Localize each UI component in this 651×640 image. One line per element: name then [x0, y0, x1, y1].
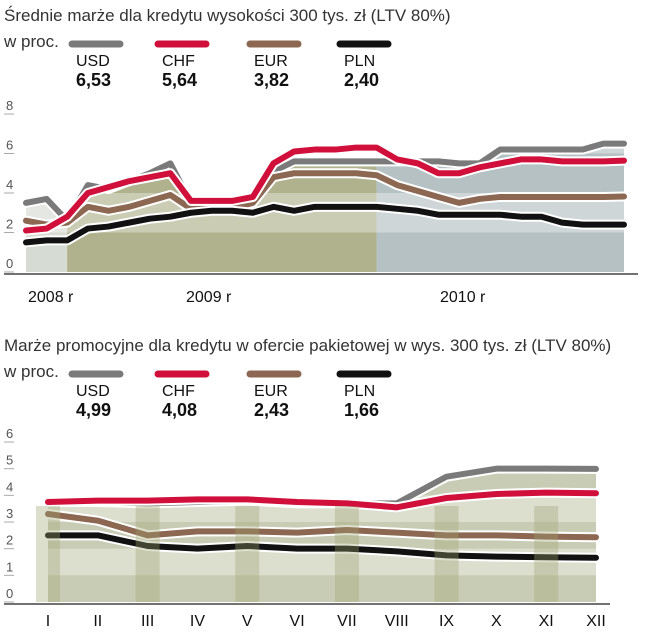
y-tick-label: 6 — [6, 138, 13, 153]
x-tick-label: VIII — [385, 613, 409, 630]
y-tick-label: 4 — [6, 177, 13, 192]
promo-margins-panel: Marże promocyjne dla kredytu w ofercie p… — [0, 330, 651, 640]
y-tick-label: 2 — [6, 217, 13, 232]
category-band — [534, 506, 559, 602]
x-axis-label: 2010 r — [440, 289, 486, 306]
x-tick-label: IV — [190, 613, 205, 630]
chart-subtitle: w proc. — [4, 32, 59, 51]
category-band — [334, 506, 359, 602]
x-tick-label: XII — [586, 613, 606, 630]
y-tick-label: 8 — [6, 98, 13, 113]
y-tick-label: 2 — [6, 533, 13, 548]
legend-label-chf: CHF — [162, 383, 195, 400]
x-tick-label: XI — [539, 613, 554, 630]
category-band — [235, 506, 260, 602]
category-band — [135, 506, 160, 602]
legend-value-chf: 4,08 — [162, 400, 197, 420]
legend-label-pln: PLN — [344, 383, 375, 400]
legend-value-usd: 4,99 — [76, 400, 111, 420]
legend-value-eur: 2,43 — [254, 400, 289, 420]
chart-title: Marże promocyjne dla kredytu w ofercie p… — [4, 336, 612, 355]
y-tick-label: 4 — [6, 479, 13, 494]
x-tick-label: VII — [337, 613, 357, 630]
y-tick-label: 1 — [6, 559, 13, 574]
x-axis-label: 2008 r — [28, 289, 74, 306]
y-tick-label: 3 — [6, 506, 13, 521]
legend-value-chf: 5,64 — [162, 70, 197, 90]
series-line-eur — [23, 170, 627, 228]
category-band — [434, 506, 459, 602]
legend-value-usd: 6,53 — [76, 70, 111, 90]
x-tick-label: VI — [290, 613, 305, 630]
x-tick-label: IX — [439, 613, 454, 630]
background-band — [67, 161, 377, 272]
category-band — [36, 506, 60, 602]
average-margins-panel: Średnie marże dla kredytu wysokości 300 … — [4, 6, 638, 306]
y-tick-label: 6 — [6, 426, 13, 441]
legend-label-chf: CHF — [162, 53, 195, 70]
legend-label-pln: PLN — [344, 53, 375, 70]
x-tick-label: I — [46, 613, 50, 630]
y-tick-label: 5 — [6, 453, 13, 468]
legend-label-usd: USD — [76, 53, 110, 70]
x-tick-label: III — [141, 613, 154, 630]
legend-label-usd: USD — [76, 383, 110, 400]
chart-subtitle: w proc. — [4, 362, 59, 381]
legend-value-pln: 1,66 — [344, 400, 379, 420]
series-line-pln — [23, 203, 627, 246]
x-axis-label: 2009 r — [186, 289, 232, 306]
series-line-chf — [45, 489, 599, 511]
legend-label-eur: EUR — [254, 383, 288, 400]
x-tick-label: V — [242, 613, 253, 630]
y-tick-label: 0 — [6, 256, 13, 271]
x-tick-label: X — [491, 613, 502, 630]
legend-value-eur: 3,82 — [254, 70, 289, 90]
series-line-eur — [45, 511, 599, 541]
series-line-pln — [45, 532, 599, 561]
y-tick-label: 0 — [6, 586, 13, 601]
legend-label-eur: EUR — [254, 53, 288, 70]
series-line-chf — [23, 144, 627, 234]
x-tick-label: II — [93, 613, 102, 630]
legend-value-pln: 2,40 — [344, 70, 379, 90]
chart-title: Średnie marże dla kredytu wysokości 300 … — [4, 6, 451, 25]
